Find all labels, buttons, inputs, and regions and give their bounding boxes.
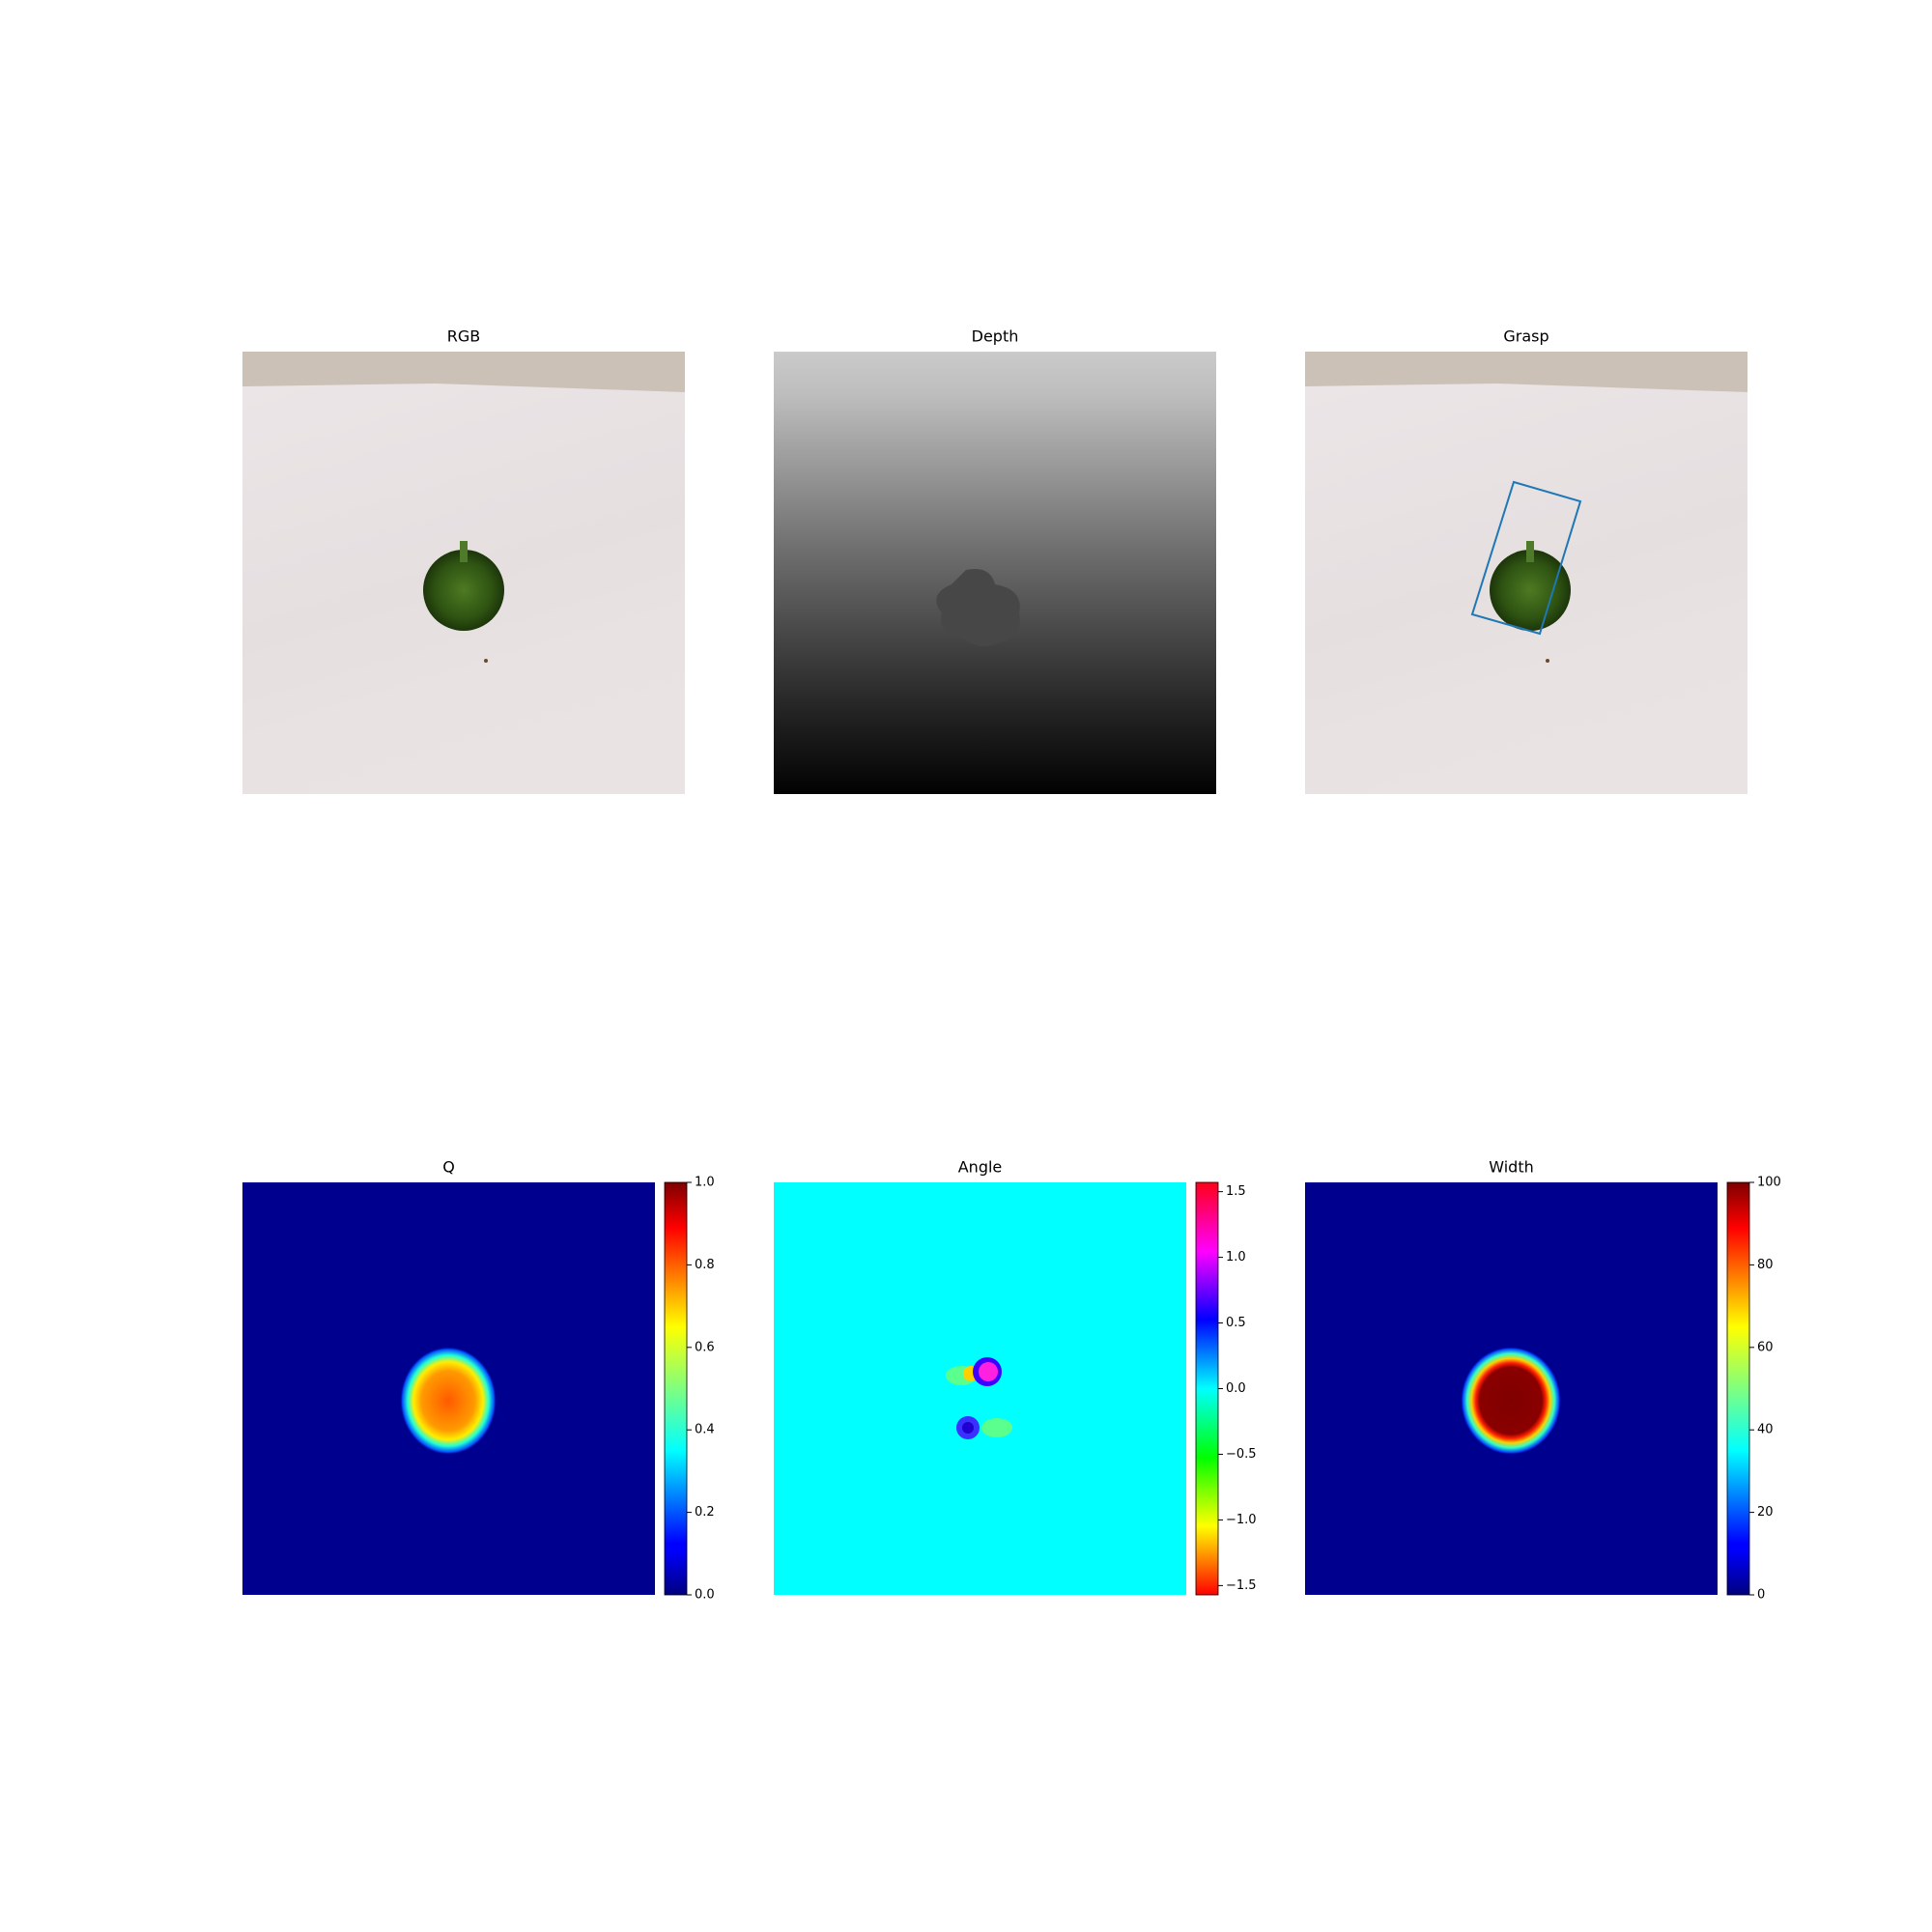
panel-title: Grasp [1503,327,1548,346]
colorbar-tick-label: 0 [1757,1588,1765,1603]
width-heatmap [1305,1182,1718,1595]
panel-title: Depth [972,327,1019,346]
panel-title: Angle [958,1158,1003,1177]
colorbar-tick-label: 1.0 [695,1176,715,1190]
colorbar-tick-label: 40 [1757,1423,1774,1437]
colorbar [664,1181,688,1596]
angle-heatmap [774,1182,1186,1595]
colorbar-tick-label: 20 [1757,1505,1774,1520]
rgb-image [242,352,685,794]
colorbar-tick-label: −1.5 [1226,1578,1257,1593]
colorbar-tick-label: 60 [1757,1340,1774,1354]
panel-title: RGB [447,327,481,346]
panel-title: Q [442,1158,455,1177]
panel-title: Width [1489,1158,1533,1177]
colorbar-tick-label: 80 [1757,1258,1774,1272]
colorbar-tick-label: 1.5 [1226,1184,1246,1199]
colorbar-tick-label: 0.0 [1226,1381,1246,1396]
colorbar-tick-label: 1.0 [1226,1250,1246,1264]
colorbar-tick-label: 0.6 [695,1340,715,1354]
colorbar-tick-label: 0.4 [695,1423,715,1437]
colorbar [1195,1181,1219,1596]
q-heatmap [242,1182,655,1595]
colorbar-tick-label: 0.0 [695,1588,715,1603]
colorbar-tick-label: 0.8 [695,1258,715,1272]
colorbar-tick-label: 0.5 [1226,1316,1246,1330]
grasp-rectangle [1470,480,1582,636]
colorbar [1726,1181,1750,1596]
colorbar-tick-label: 0.2 [695,1505,715,1520]
colorbar-tick-label: −0.5 [1226,1447,1257,1462]
depth-image [774,352,1216,794]
grasp-image [1305,352,1747,794]
colorbar-tick-label: 100 [1757,1176,1781,1190]
colorbar-tick-label: −1.0 [1226,1513,1257,1527]
